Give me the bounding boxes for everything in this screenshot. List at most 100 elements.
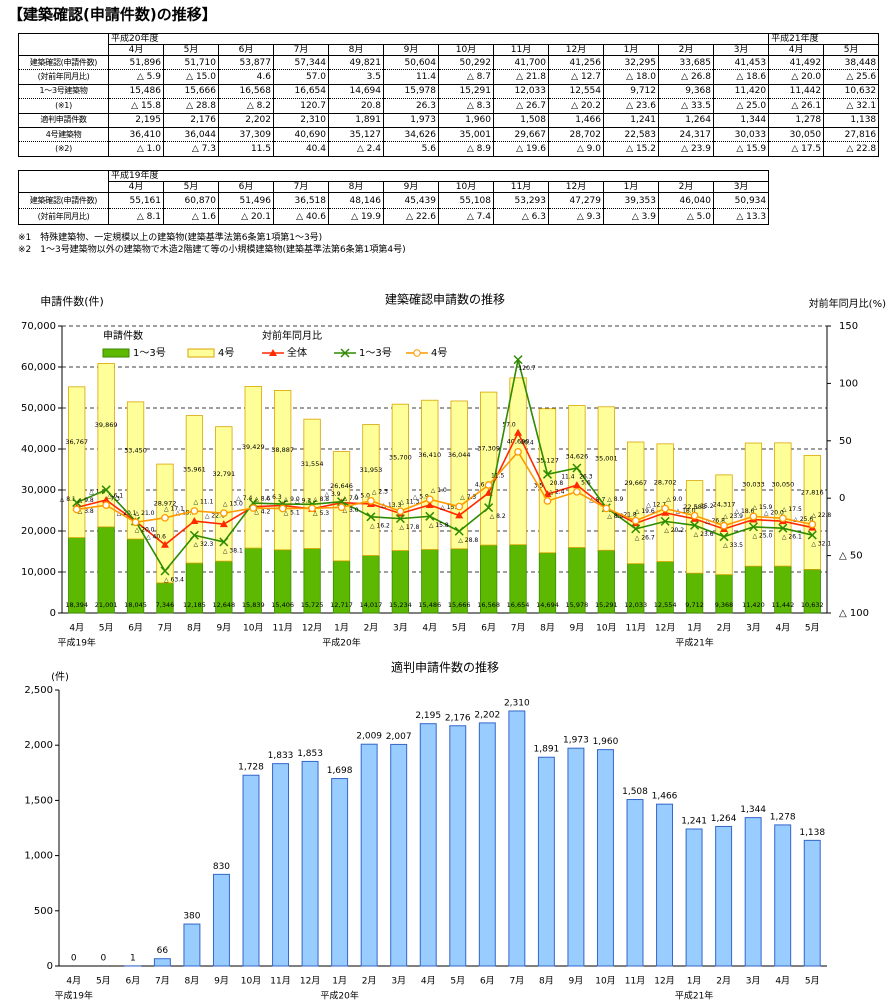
table-cell: 9,712 <box>603 83 659 99</box>
month-header: 9月 <box>383 44 439 56</box>
table-cell: △ 1.0 <box>108 141 164 157</box>
bar <box>360 743 378 967</box>
x-group-label: 平成19年 <box>57 637 95 649</box>
table-cell: △ 8.1 <box>108 208 164 225</box>
line-value-label: △ 11.1 <box>193 498 213 505</box>
line-marker <box>514 447 522 456</box>
table-cell: 9,368 <box>658 83 714 99</box>
line-value-label: △ 6.3 <box>266 494 282 501</box>
bar <box>153 958 171 967</box>
line-value-label: △ 32.1 <box>811 541 831 548</box>
bar-value-label: 1,891 <box>534 745 560 755</box>
line-marker <box>543 497 552 505</box>
bar-value-label: 1,138 <box>799 828 825 838</box>
line-value-label: 11.4 <box>561 474 575 481</box>
line-value-label: △ 4.2 <box>254 509 270 516</box>
bar-segment <box>538 408 557 554</box>
table-cell: △ 26.8 <box>658 69 714 85</box>
line-marker <box>513 355 523 365</box>
table-cell: △ 26.7 <box>493 98 549 114</box>
bar-value-label: 9,712 <box>685 601 704 609</box>
month-row: 4月 5月 6月 7月 8月 9月 10月 11月 12月 1月 2月 3月 4月 5月 <box>19 44 880 56</box>
bar-value-label: 37,309 <box>477 445 500 453</box>
line-marker <box>749 512 758 521</box>
line-marker <box>160 540 169 548</box>
table-cell: △ 5.0 <box>658 208 714 225</box>
line-marker <box>484 481 493 489</box>
x-tick-label: 2月 <box>362 976 377 987</box>
table-cell: 47,279 <box>548 192 604 209</box>
x-group-label: 平成20年 <box>320 990 358 1002</box>
line-value-label: △ 7.4 <box>236 495 252 502</box>
month-row: 4月 5月 6月 7月 8月 9月 10月 11月 12月 1月 2月 3月 <box>19 181 770 193</box>
bar-value-label: 40,690 <box>507 437 530 445</box>
bar-value-label: 1,728 <box>238 763 264 773</box>
bar-value-label: 18,045 <box>124 601 147 609</box>
table-cell: 51,496 <box>218 192 274 209</box>
bar-value-label: 66 <box>157 946 169 956</box>
line-value-label: △ 8.8 <box>313 496 329 503</box>
x-tick-label: 10月 <box>596 623 616 634</box>
x-group-label: 平成19年 <box>55 990 93 1002</box>
x-tick-label: 10月 <box>243 623 263 634</box>
month-header: 7月 <box>273 44 329 56</box>
bar-value-label: 36,044 <box>448 451 471 459</box>
y-tick-label: 20,000 <box>21 526 56 537</box>
footnote: ※1 特殊建築物、一定規模以上の建築物(建築基準法第6条第1項第1～3号) <box>18 233 323 243</box>
bar <box>685 828 703 967</box>
table-cell: 32,295 <box>603 54 659 70</box>
bar-value-label: 830 <box>213 862 230 872</box>
line-marker <box>514 428 523 436</box>
bar-value-label: 15,486 <box>418 601 441 609</box>
x-tick-label: 5月 <box>452 623 467 634</box>
line-value-label: △ 1.6 <box>89 489 105 496</box>
table-cell: △ 18.0 <box>603 69 659 85</box>
year-header: 平成19年度 <box>107 170 770 182</box>
bar-value-label: 1,508 <box>622 787 648 797</box>
table-cell: 55,161 <box>108 192 164 209</box>
line-series <box>76 450 813 527</box>
x-tick-label: 4月 <box>69 623 84 634</box>
bar-value-label: 12,554 <box>654 601 677 609</box>
line-marker <box>808 520 817 529</box>
table-cell: 1,973 <box>383 112 439 128</box>
line-marker <box>189 530 199 540</box>
table-cell: △ 7.4 <box>438 208 494 225</box>
line-marker <box>660 516 670 526</box>
table-cell: 12,033 <box>493 83 549 99</box>
bar-segment <box>774 442 792 567</box>
table-cell: 50,604 <box>383 54 439 70</box>
bar-value-label: 39,869 <box>95 421 118 429</box>
bar-value-label: 30,050 <box>771 480 794 488</box>
bar-value-label: 21,001 <box>95 601 118 609</box>
line-marker <box>336 497 347 507</box>
month-header: 8月 <box>328 44 384 56</box>
line-value-label: △ 63.4 <box>164 576 184 583</box>
bar-value-label: 0 <box>100 954 106 964</box>
month-header: 12月 <box>548 44 604 56</box>
line-value-label: △ 23.6 <box>694 531 714 538</box>
bar-value-label: 28,702 <box>654 479 677 487</box>
bar-value-label: 38,887 <box>271 446 294 454</box>
table-cell: 1,278 <box>768 112 825 128</box>
bar-value-label: 2,009 <box>356 732 382 742</box>
table-cell: 1,264 <box>658 112 714 128</box>
table-cell: 14,694 <box>328 83 384 99</box>
bar-segment <box>303 418 321 549</box>
table-cell: △ 15.0 <box>163 69 219 85</box>
table-cell: △ 5.9 <box>108 69 164 85</box>
line-marker <box>367 496 375 505</box>
line-value-label: △ 3.0 <box>342 507 358 514</box>
bar <box>656 803 674 967</box>
table-cell: 35,127 <box>328 126 384 142</box>
line-marker <box>425 495 434 504</box>
line-marker <box>161 513 169 522</box>
y2-tick-label: 150 <box>839 321 858 332</box>
bar-segment <box>126 401 145 540</box>
line-value-label: △ 11.3 <box>399 499 419 506</box>
line-value-label: △ 8.2 <box>490 513 506 520</box>
table-cell: △ 19.6 <box>493 141 549 157</box>
bar-value-label: 39,429 <box>242 443 265 451</box>
x-tick-label: 6月 <box>128 623 143 634</box>
x-tick-label: 4月 <box>775 623 790 634</box>
